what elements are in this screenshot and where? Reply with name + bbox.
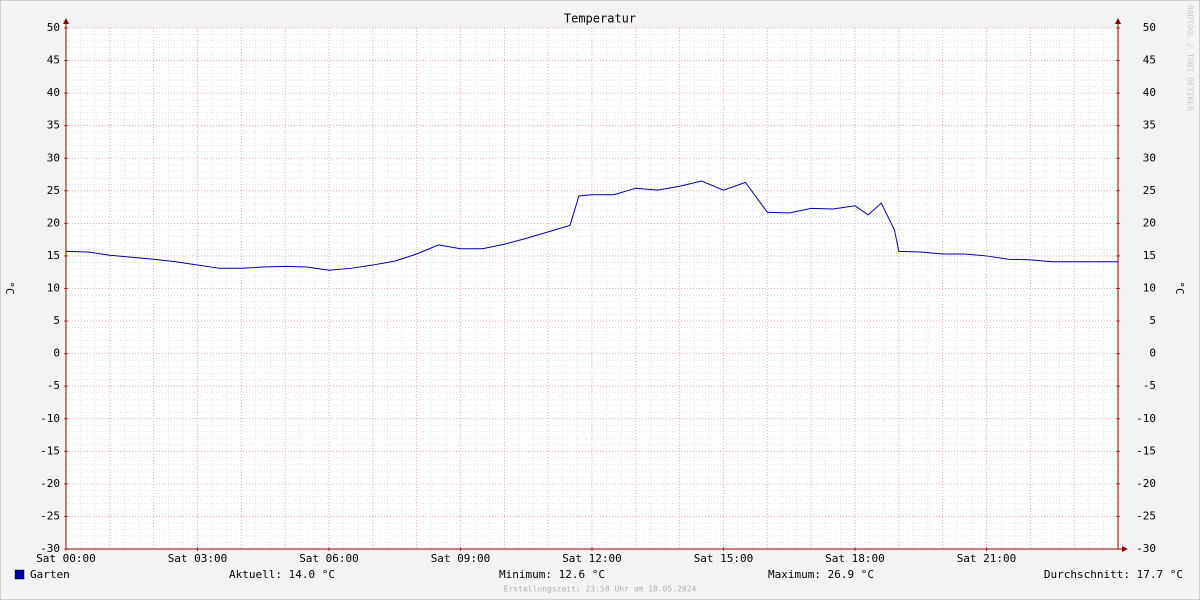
y2-tick-label: 25 [1143, 184, 1156, 197]
y-tick-label: 40 [47, 86, 60, 99]
y-tick-label: -20 [40, 477, 60, 490]
y2-tick-label: 50 [1143, 21, 1156, 34]
y2-tick-label: 45 [1143, 54, 1156, 67]
chart-title: Temperatur [564, 12, 636, 26]
y2-tick-label: -5 [1143, 379, 1156, 392]
y2-tick-label: 10 [1143, 282, 1156, 295]
y-tick-label: 5 [53, 314, 60, 327]
x-tick-label: Sat 15:00 [694, 552, 754, 565]
axis-arrow [1122, 546, 1128, 552]
y2-tick-label: 20 [1143, 216, 1156, 229]
y2-tick-label: 5 [1149, 314, 1156, 327]
y2-tick-label: 35 [1143, 119, 1156, 132]
line-series [65, 180, 1118, 271]
y2-tick-label: 0 [1149, 347, 1156, 360]
legend-label: Garten [30, 568, 70, 581]
x-tick-label: Sat 21:00 [957, 552, 1017, 565]
y-tick-label: 30 [47, 151, 60, 164]
y2-tick-label: -10 [1136, 412, 1156, 425]
y2-tick-label: 30 [1143, 151, 1156, 164]
y-tick-label: -15 [40, 444, 60, 457]
y-tick-label: 50 [47, 21, 60, 34]
y2-tick-label: 40 [1143, 86, 1156, 99]
x-tick-label: Sat 12:00 [562, 552, 622, 565]
x-tick-label: Sat 03:00 [168, 552, 228, 565]
y-axis-label: °C [3, 281, 16, 294]
y-tick-label: 20 [47, 216, 60, 229]
legend-stat: Durchschnitt: 17.7 °C [1044, 568, 1183, 581]
axis-arrow [63, 18, 69, 24]
y-tick-label: -25 [40, 509, 60, 522]
grid [65, 27, 1119, 550]
y-tick-label: 25 [47, 184, 60, 197]
y-tick-label: 45 [47, 54, 60, 67]
y-tick-label: -5 [47, 379, 60, 392]
legend-swatch [14, 569, 25, 580]
y-tick-label: 0 [53, 347, 60, 360]
y-tick-label: 35 [47, 119, 60, 132]
legend-stat: Maximum: 26.9 °C [768, 568, 874, 581]
x-tick-label: Sat 00:00 [36, 552, 96, 565]
y-tick-label: 15 [47, 249, 60, 262]
y-tick-label: 10 [47, 282, 60, 295]
y-tick-label: -10 [40, 412, 60, 425]
y2-tick-label: 15 [1143, 249, 1156, 262]
y2-tick-label: -30 [1136, 542, 1156, 555]
legend-stat: Minimum: 12.6 °C [499, 568, 605, 581]
x-tick-label: Sat 06:00 [299, 552, 359, 565]
y2-axis-label: °C [1173, 281, 1186, 294]
y2-tick-label: -15 [1136, 444, 1156, 457]
footer: Erstellungszeit: 23:58 Uhr am 18.05.2024 [504, 585, 697, 594]
y2-tick-label: -25 [1136, 509, 1156, 522]
legend-stat: Aktuell: 14.0 °C [229, 568, 335, 581]
x-tick-label: Sat 09:00 [431, 552, 491, 565]
y2-tick-label: -20 [1136, 477, 1156, 490]
watermark: RRDTOOL / TOBI OETIKER [1186, 5, 1195, 111]
y-tick-label: -30 [40, 542, 60, 555]
axis-arrow [1115, 18, 1121, 24]
x-tick-label: Sat 18:00 [825, 552, 885, 565]
